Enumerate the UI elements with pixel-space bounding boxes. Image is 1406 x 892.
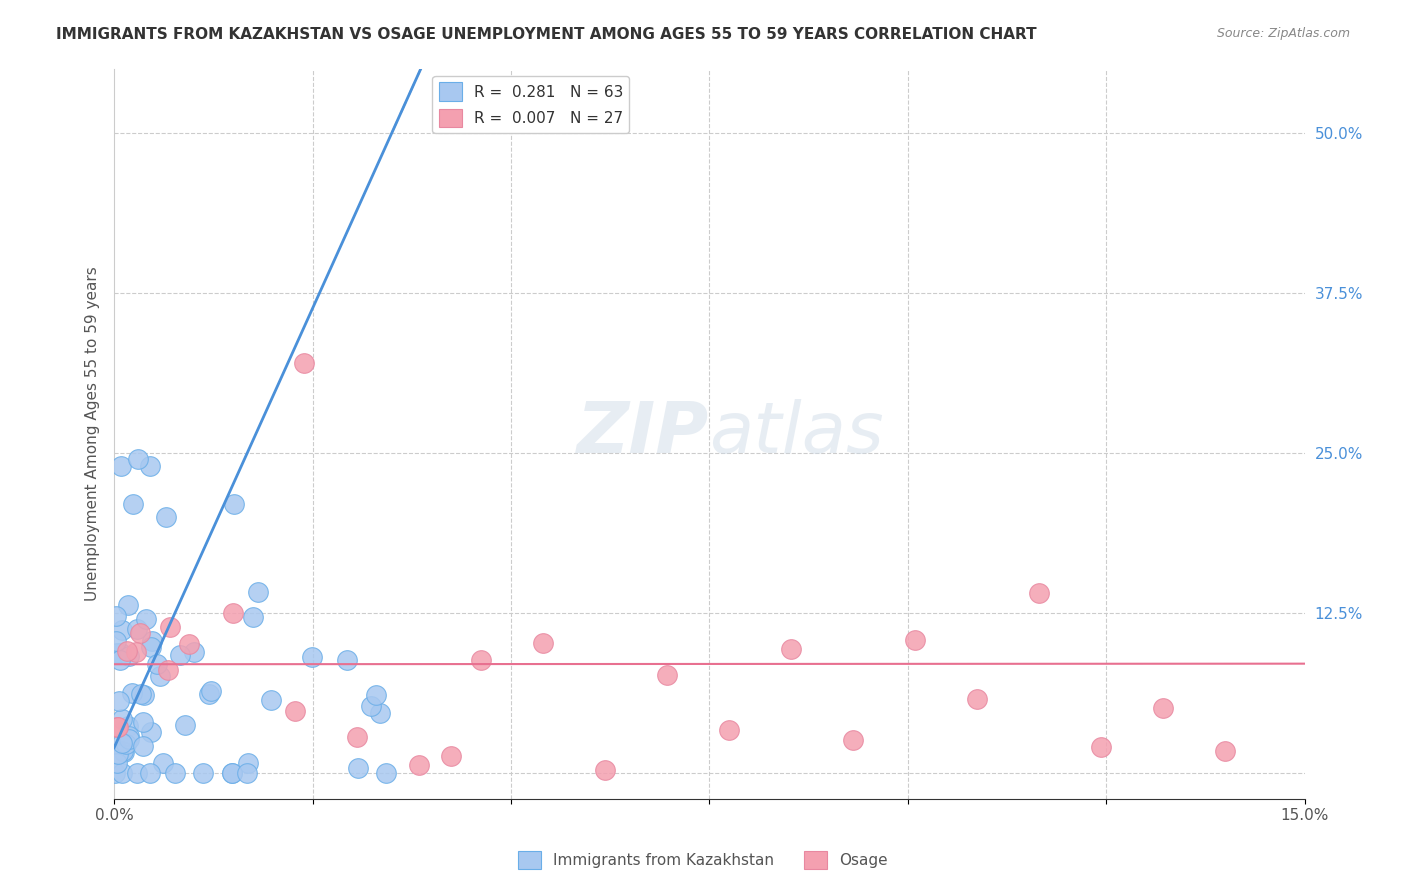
Point: [408, 758, 430, 772]
Point: [1213, 744, 1236, 758]
Point: [155, 509, 177, 524]
Point: [842, 732, 865, 747]
Point: [111, 623, 134, 637]
Point: [110, 646, 132, 660]
Point: [904, 633, 927, 648]
Point: [531, 636, 554, 650]
Point: [112, 744, 135, 758]
Point: [110, 712, 132, 726]
Point: [108, 694, 131, 708]
Legend: Immigrants from Kazakhstan, Osage: Immigrants from Kazakhstan, Osage: [512, 845, 894, 875]
Point: [174, 718, 197, 732]
Point: [149, 669, 172, 683]
Point: [292, 356, 315, 370]
Point: [132, 739, 155, 753]
Point: [132, 688, 155, 702]
Point: [177, 637, 200, 651]
Point: [780, 642, 803, 657]
Point: [131, 687, 153, 701]
Point: [105, 646, 128, 660]
Point: [115, 737, 138, 751]
Point: [108, 653, 131, 667]
Legend: R =  0.281   N = 63, R =  0.007   N = 27: R = 0.281 N = 63, R = 0.007 N = 27: [433, 76, 630, 133]
Point: [368, 706, 391, 720]
Point: [222, 497, 245, 511]
Point: [593, 763, 616, 777]
Point: [470, 652, 492, 666]
Point: [236, 766, 259, 780]
Point: [247, 585, 270, 599]
Point: [347, 761, 370, 775]
Point: [129, 626, 152, 640]
Point: [301, 650, 323, 665]
Point: [117, 648, 139, 663]
Point: [111, 736, 134, 750]
Point: [121, 497, 143, 511]
Point: [139, 458, 162, 473]
Point: [360, 698, 382, 713]
Point: [183, 645, 205, 659]
Point: [1028, 586, 1050, 600]
Point: [440, 748, 463, 763]
Point: [107, 747, 129, 761]
Point: [141, 640, 163, 654]
Point: [366, 689, 388, 703]
Point: [284, 705, 307, 719]
Text: atlas: atlas: [710, 399, 884, 468]
Point: [152, 756, 174, 770]
Point: [718, 723, 741, 737]
Text: Source: ZipAtlas.com: Source: ZipAtlas.com: [1216, 27, 1350, 40]
Text: IMMIGRANTS FROM KAZAKHSTAN VS OSAGE UNEMPLOYMENT AMONG AGES 55 TO 59 YEARS CORRE: IMMIGRANTS FROM KAZAKHSTAN VS OSAGE UNEM…: [56, 27, 1036, 42]
Point: [1090, 739, 1112, 754]
Point: [110, 458, 132, 473]
Point: [121, 686, 143, 700]
Point: [657, 667, 679, 681]
Point: [117, 719, 139, 733]
Point: [198, 687, 221, 701]
Point: [336, 653, 359, 667]
Point: [104, 609, 127, 624]
Point: [169, 648, 191, 662]
Point: [242, 609, 264, 624]
Point: [966, 691, 988, 706]
Point: [127, 452, 149, 467]
Point: [221, 766, 243, 780]
Point: [107, 721, 129, 735]
Point: [260, 693, 283, 707]
Point: [139, 725, 162, 739]
Point: [221, 766, 243, 780]
Point: [146, 657, 169, 671]
Point: [165, 766, 187, 780]
Point: [141, 634, 163, 648]
Point: [105, 720, 128, 734]
Point: [105, 756, 128, 770]
Point: [117, 598, 139, 612]
Point: [159, 620, 181, 634]
Point: [1152, 700, 1174, 714]
Point: [139, 766, 162, 780]
Point: [156, 663, 179, 677]
Point: [132, 715, 155, 730]
Point: [105, 634, 128, 648]
Point: [135, 612, 157, 626]
Point: [125, 645, 148, 659]
Point: [374, 766, 396, 780]
Text: ZIP: ZIP: [578, 399, 710, 468]
Point: [112, 745, 135, 759]
Point: [111, 766, 134, 780]
Point: [127, 623, 149, 637]
Point: [117, 729, 139, 743]
Point: [236, 756, 259, 770]
Y-axis label: Unemployment Among Ages 55 to 59 years: Unemployment Among Ages 55 to 59 years: [86, 267, 100, 601]
Point: [104, 766, 127, 780]
Point: [115, 644, 138, 658]
Point: [200, 684, 222, 698]
Point: [346, 731, 368, 745]
Point: [222, 606, 245, 620]
Point: [191, 766, 214, 780]
Point: [118, 732, 141, 747]
Point: [125, 766, 148, 780]
